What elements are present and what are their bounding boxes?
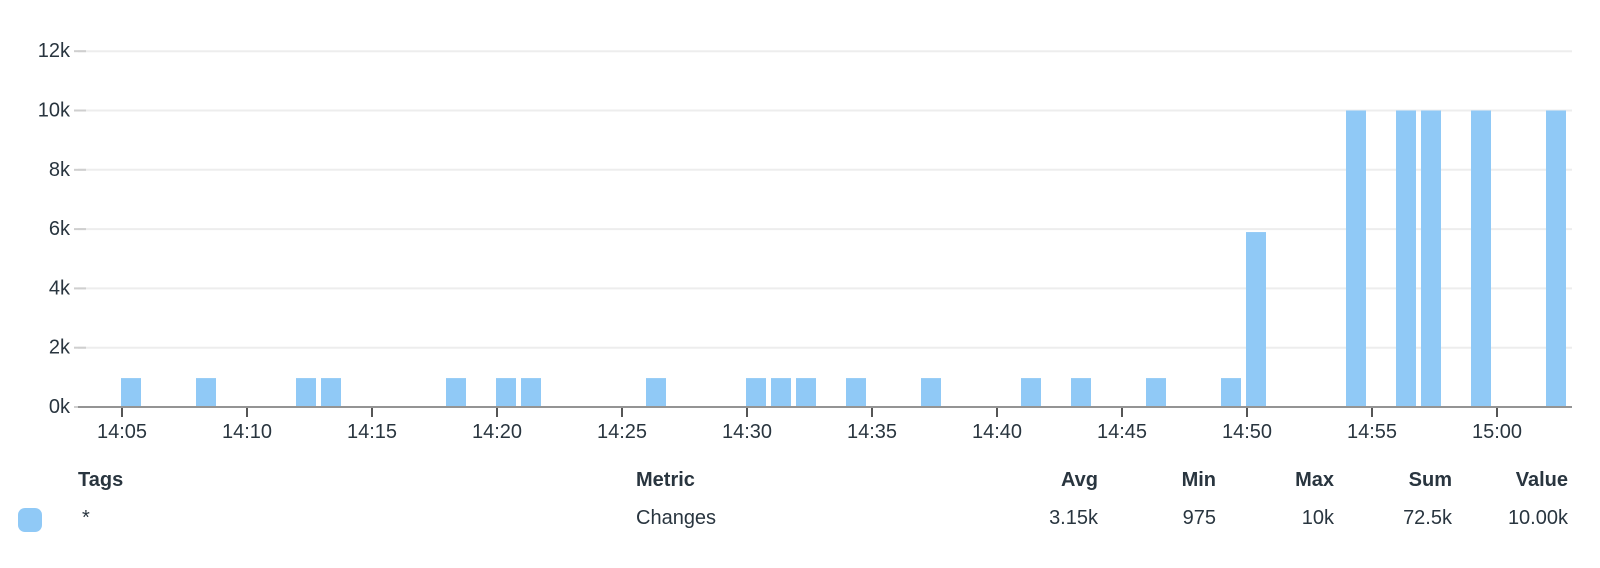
- bar[interactable]: [1421, 110, 1441, 408]
- y-axis-label: 8k: [49, 159, 71, 181]
- legend-header-value[interactable]: Value: [1515, 469, 1568, 491]
- y-axis-label: 2k: [49, 337, 71, 359]
- bar[interactable]: [921, 378, 941, 407]
- bar[interactable]: [496, 378, 516, 407]
- legend-value-value: 10.00k: [1507, 507, 1568, 529]
- bar[interactable]: [1221, 378, 1241, 407]
- bar-chart[interactable]: 0k 2k 4k 6k 8k 10k 12k 14:05 14:10 14:15 14:20 14:2…: [0, 0, 1600, 448]
- bar[interactable]: [846, 378, 866, 407]
- bar[interactable]: [1546, 110, 1566, 408]
- bar[interactable]: [296, 378, 316, 407]
- legend-max-value: 10k: [1301, 507, 1334, 529]
- legend-header-min[interactable]: Min: [1181, 469, 1216, 491]
- bar[interactable]: [646, 378, 666, 407]
- x-axis-label: 14:10: [222, 421, 272, 443]
- bar[interactable]: [1396, 110, 1416, 408]
- x-axis-label: 14:40: [972, 421, 1022, 443]
- x-axis-label: 14:05: [97, 421, 147, 443]
- x-axis-label: 14:25: [597, 421, 647, 443]
- bar[interactable]: [446, 378, 466, 407]
- x-axis-label: 14:20: [472, 421, 522, 443]
- x-axis-label: 14:35: [847, 421, 897, 443]
- bar[interactable]: [1146, 378, 1166, 407]
- bar[interactable]: [1071, 378, 1091, 407]
- bar[interactable]: [196, 378, 216, 407]
- legend-metric-value: Changes: [636, 507, 717, 529]
- legend-header-avg[interactable]: Avg: [1060, 469, 1098, 491]
- bar[interactable]: [1246, 232, 1266, 407]
- x-axis-label: 14:30: [722, 421, 772, 443]
- bar[interactable]: [321, 378, 341, 407]
- legend-header-sum[interactable]: Sum: [1408, 469, 1452, 491]
- bar[interactable]: [1471, 110, 1491, 408]
- x-axis-label: 15:00: [1472, 421, 1522, 443]
- bar[interactable]: [771, 378, 791, 407]
- y-axis-label: 4k: [49, 277, 71, 299]
- legend-header-metric[interactable]: Metric: [636, 469, 695, 491]
- y-axis-label: 10k: [38, 100, 71, 122]
- legend-table: Tags Metric Avg Min Max Sum Value * Chan…: [0, 448, 1600, 568]
- bar[interactable]: [121, 378, 141, 407]
- legend-header-tags[interactable]: Tags: [78, 469, 124, 491]
- legend-header-max[interactable]: Max: [1295, 469, 1334, 491]
- series-color-swatch[interactable]: [18, 508, 42, 532]
- bar[interactable]: [796, 378, 816, 407]
- chart-svg[interactable]: 0k 2k 4k 6k 8k 10k 12k 14:05 14:10 14:15 14:20 14:2…: [0, 0, 1600, 448]
- y-axis-label: 6k: [49, 218, 71, 240]
- x-axis-label: 14:55: [1347, 421, 1397, 443]
- bar[interactable]: [746, 378, 766, 407]
- legend-sum-value: 72.5k: [1403, 507, 1452, 529]
- legend-tags-value[interactable]: *: [82, 507, 90, 529]
- bar[interactable]: [1346, 110, 1366, 408]
- y-axis-label: 0k: [49, 396, 71, 418]
- y-axis-label: 12k: [38, 40, 71, 62]
- legend-min-value: 975: [1182, 507, 1216, 529]
- legend-avg-value: 3.15k: [1049, 507, 1098, 529]
- x-axis-label: 14:50: [1222, 421, 1272, 443]
- bar[interactable]: [521, 378, 541, 407]
- x-axis-label: 14:15: [347, 421, 397, 443]
- x-axis-label: 14:45: [1097, 421, 1147, 443]
- bar[interactable]: [1021, 378, 1041, 407]
